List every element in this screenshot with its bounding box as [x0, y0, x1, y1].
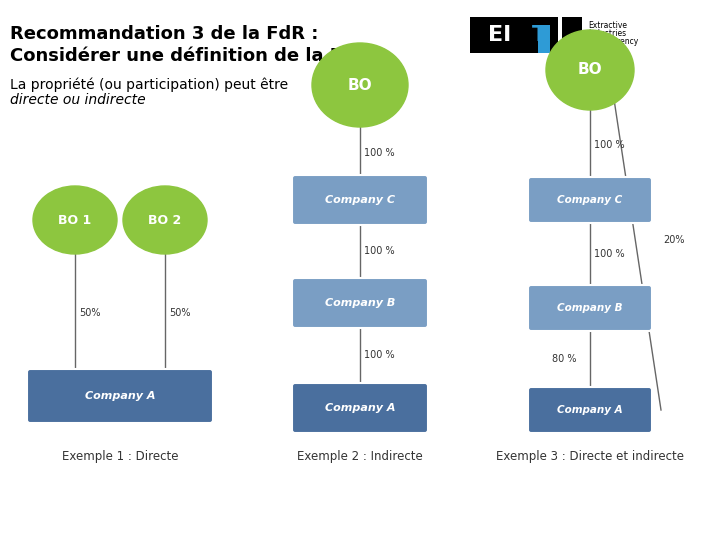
FancyBboxPatch shape — [292, 175, 428, 225]
Ellipse shape — [312, 43, 408, 127]
Text: Extractive: Extractive — [588, 21, 627, 30]
FancyBboxPatch shape — [538, 25, 550, 53]
Text: Exemple 2 : Indirecte: Exemple 2 : Indirecte — [297, 450, 423, 463]
Text: Exemple 1 : Directe: Exemple 1 : Directe — [62, 450, 179, 463]
Text: 20%: 20% — [663, 235, 685, 245]
Text: Industries: Industries — [588, 29, 626, 37]
FancyBboxPatch shape — [528, 285, 652, 331]
Text: 100 %: 100 % — [364, 147, 395, 158]
FancyBboxPatch shape — [27, 369, 213, 423]
Text: 100 %: 100 % — [364, 350, 395, 361]
Text: Recommandation 3 de la FdR :: Recommandation 3 de la FdR : — [10, 25, 318, 43]
Text: BO: BO — [577, 63, 603, 78]
Text: Considérer une définition de la PR: Considérer une définition de la PR — [10, 47, 356, 65]
Text: Transparency: Transparency — [588, 37, 639, 45]
FancyBboxPatch shape — [528, 387, 652, 433]
Text: Company C: Company C — [325, 195, 395, 205]
Text: 80 %: 80 % — [552, 354, 577, 364]
FancyBboxPatch shape — [562, 17, 582, 53]
Text: T: T — [532, 25, 548, 45]
Text: Exemple 3 : Directe et indirecte: Exemple 3 : Directe et indirecte — [496, 450, 684, 463]
Ellipse shape — [546, 30, 634, 110]
Text: Initiative: Initiative — [588, 44, 622, 53]
Text: 100 %: 100 % — [594, 140, 625, 150]
Text: Company C: Company C — [557, 195, 623, 205]
Text: 50%: 50% — [169, 308, 191, 318]
Text: BO 2: BO 2 — [148, 213, 181, 226]
Text: directe ou indirecte: directe ou indirecte — [10, 93, 145, 107]
Text: BO: BO — [348, 78, 372, 92]
FancyBboxPatch shape — [470, 17, 530, 53]
Ellipse shape — [123, 186, 207, 254]
Text: Company A: Company A — [85, 391, 156, 401]
Text: Company B: Company B — [325, 298, 395, 308]
FancyBboxPatch shape — [550, 17, 558, 53]
Text: La propriété (ou participation) peut être: La propriété (ou participation) peut êtr… — [10, 78, 288, 92]
Text: 100 %: 100 % — [364, 246, 395, 256]
FancyBboxPatch shape — [530, 17, 538, 53]
FancyBboxPatch shape — [292, 278, 428, 328]
FancyBboxPatch shape — [528, 177, 652, 223]
Text: BO 1: BO 1 — [58, 213, 91, 226]
FancyBboxPatch shape — [530, 17, 558, 25]
Text: 50%: 50% — [79, 308, 101, 318]
Text: Company A: Company A — [557, 405, 623, 415]
Text: Company A: Company A — [325, 403, 395, 413]
FancyBboxPatch shape — [292, 383, 428, 433]
Ellipse shape — [33, 186, 117, 254]
Text: Company B: Company B — [557, 303, 623, 313]
Text: EI: EI — [488, 25, 512, 45]
Text: 100 %: 100 % — [594, 249, 625, 259]
